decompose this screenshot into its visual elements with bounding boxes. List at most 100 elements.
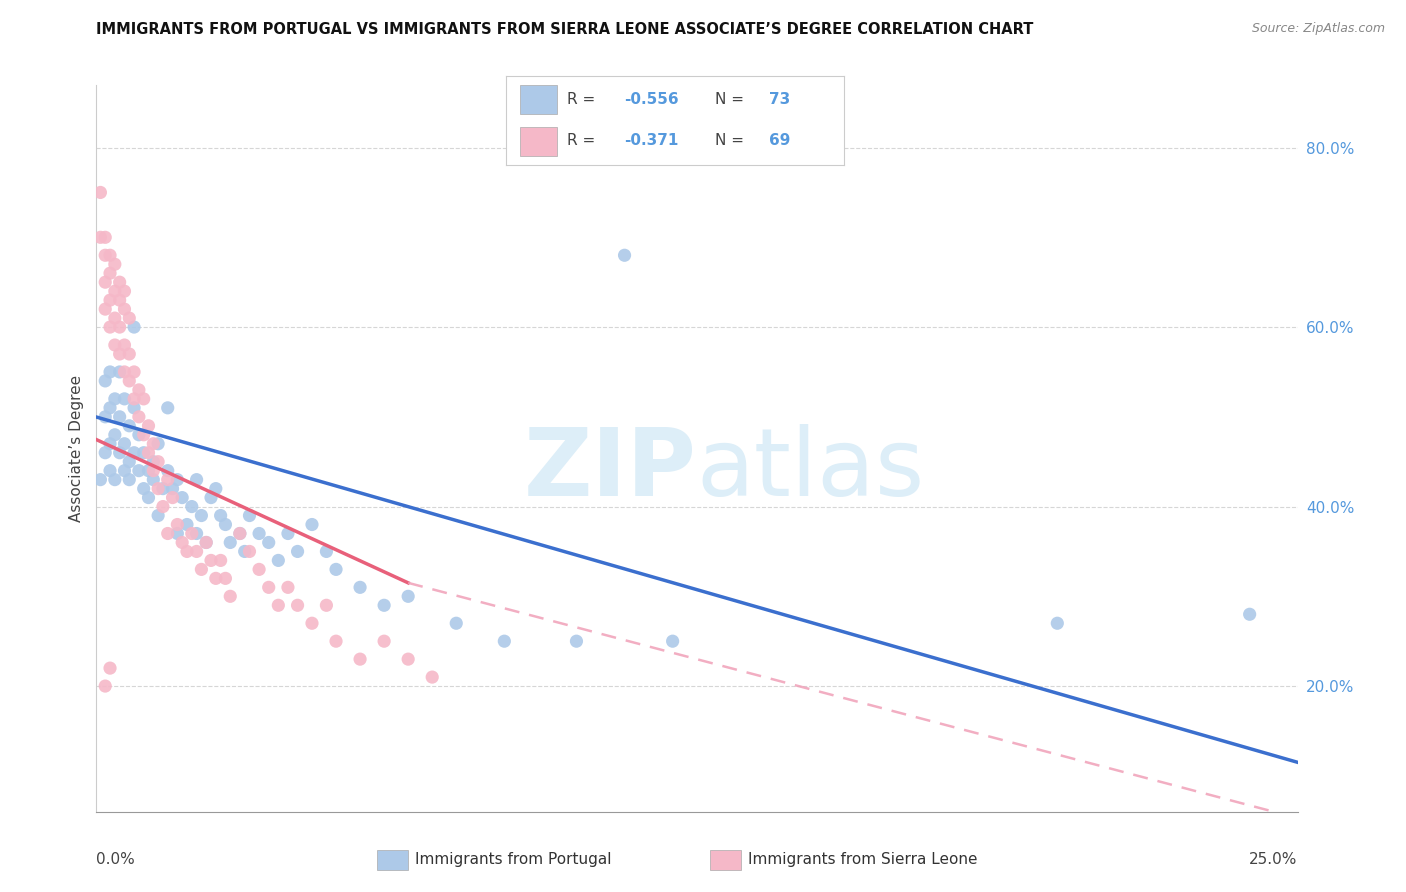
Point <box>277 526 299 541</box>
Point <box>195 535 218 549</box>
Point <box>89 186 111 200</box>
Point <box>128 409 150 424</box>
Point <box>94 302 117 317</box>
Point <box>114 392 136 406</box>
Point <box>190 508 212 523</box>
Point <box>104 473 127 487</box>
Text: 0.0%: 0.0% <box>96 852 135 867</box>
Point <box>132 482 155 496</box>
Point <box>138 446 160 460</box>
Point <box>613 248 636 262</box>
Point <box>94 679 117 693</box>
Point <box>205 482 228 496</box>
Point <box>156 473 179 487</box>
Point <box>146 482 169 496</box>
Point <box>1046 616 1069 631</box>
Text: N =: N = <box>716 134 749 148</box>
Point <box>114 338 136 352</box>
Point <box>325 562 347 576</box>
Point <box>315 544 337 558</box>
Point <box>114 464 136 478</box>
Point <box>98 436 121 450</box>
Point <box>219 535 242 549</box>
Point <box>176 544 198 558</box>
Point <box>108 446 131 460</box>
Point <box>146 508 169 523</box>
Text: N =: N = <box>716 92 749 106</box>
Text: R =: R = <box>567 92 600 106</box>
Point <box>565 634 588 648</box>
Text: R =: R = <box>567 134 600 148</box>
Point <box>396 652 419 666</box>
Point <box>142 436 165 450</box>
Point <box>444 616 467 631</box>
Text: Immigrants from Portugal: Immigrants from Portugal <box>415 853 612 867</box>
Point <box>122 401 145 415</box>
Point <box>98 248 121 262</box>
Point <box>166 526 188 541</box>
Point <box>229 526 252 541</box>
Point <box>287 599 309 613</box>
Point <box>420 670 443 684</box>
Point <box>195 535 218 549</box>
Point <box>128 383 150 397</box>
Point <box>132 427 155 442</box>
Point <box>209 553 232 567</box>
Point <box>205 571 228 585</box>
Point <box>209 508 232 523</box>
Point <box>108 320 131 334</box>
Point <box>108 275 131 289</box>
Point <box>396 590 419 604</box>
Point <box>94 248 117 262</box>
Point <box>122 446 145 460</box>
Point <box>172 535 194 549</box>
Point <box>108 409 131 424</box>
Point <box>122 365 145 379</box>
Point <box>142 473 165 487</box>
Point <box>156 526 179 541</box>
Point <box>267 553 290 567</box>
Point <box>156 464 179 478</box>
Text: Immigrants from Sierra Leone: Immigrants from Sierra Leone <box>748 853 977 867</box>
Point <box>247 562 270 576</box>
Point <box>180 500 202 514</box>
Point <box>219 590 242 604</box>
Point <box>287 544 309 558</box>
Y-axis label: Associate’s Degree: Associate’s Degree <box>69 375 84 522</box>
Point <box>104 311 127 326</box>
Point <box>108 293 131 307</box>
Point <box>180 526 202 541</box>
Point <box>89 473 111 487</box>
Point <box>118 374 141 388</box>
Point <box>257 580 280 594</box>
Point <box>238 544 260 558</box>
Point <box>94 230 117 244</box>
FancyBboxPatch shape <box>520 127 557 156</box>
Point <box>146 455 169 469</box>
Point <box>172 491 194 505</box>
Point <box>118 473 141 487</box>
Text: ZIP: ZIP <box>524 424 697 516</box>
Point <box>132 392 155 406</box>
Text: Source: ZipAtlas.com: Source: ZipAtlas.com <box>1251 22 1385 36</box>
Point <box>301 616 323 631</box>
Point <box>200 553 222 567</box>
Point <box>118 455 141 469</box>
Point <box>162 482 184 496</box>
Point <box>98 464 121 478</box>
Point <box>94 275 117 289</box>
Point <box>186 526 208 541</box>
Text: 25.0%: 25.0% <box>1250 852 1298 867</box>
Point <box>104 338 127 352</box>
Point <box>166 517 188 532</box>
Point <box>128 427 150 442</box>
Point <box>257 535 280 549</box>
Point <box>98 320 121 334</box>
Point <box>122 392 145 406</box>
Point <box>104 284 127 298</box>
Point <box>108 365 131 379</box>
Point <box>1239 607 1261 622</box>
Point <box>98 365 121 379</box>
Point <box>238 508 260 523</box>
Point <box>114 302 136 317</box>
